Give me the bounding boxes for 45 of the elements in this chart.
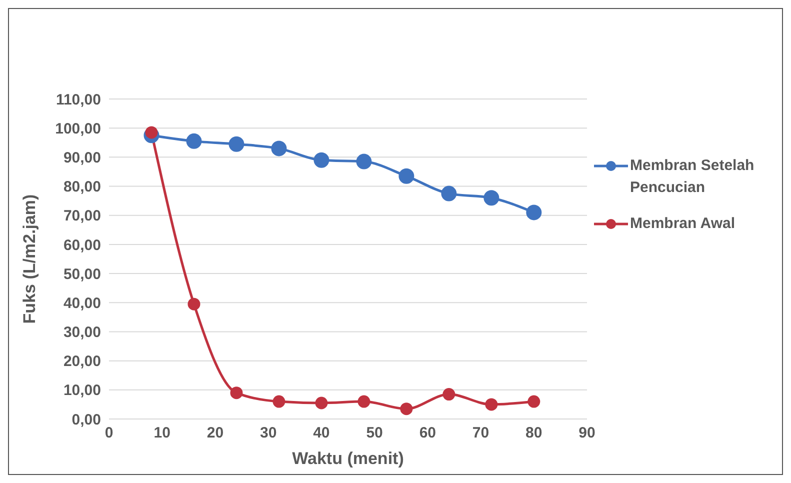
- point: [484, 190, 500, 206]
- point: [358, 395, 370, 408]
- point: [230, 386, 243, 400]
- point: [398, 168, 414, 184]
- legend-label: Membran Setelah Pencucian: [630, 156, 756, 198]
- y-tick-label: 20,00: [63, 353, 101, 370]
- point: [186, 133, 202, 149]
- x-tick-label: 0: [104, 424, 114, 442]
- point: [315, 396, 328, 410]
- point: [441, 186, 457, 202]
- point: [188, 298, 200, 310]
- x-tick-label: 50: [366, 424, 383, 442]
- x-tick-label: 90: [578, 424, 596, 442]
- point: [314, 152, 330, 168]
- x-tick-label: 10: [154, 424, 170, 442]
- point: [272, 395, 286, 408]
- y-tick-label: 80,00: [63, 178, 101, 196]
- y-tick-label: 110,00: [56, 91, 101, 108]
- point: [228, 136, 244, 152]
- y-tick-label: 0,00: [72, 411, 101, 428]
- point: [485, 398, 498, 411]
- y-tick-label: 100,00: [55, 120, 101, 138]
- point: [442, 388, 456, 401]
- point: [271, 140, 287, 156]
- x-tick-label: 70: [472, 424, 490, 442]
- y-axis-title: Fuks (L/m2.jam): [20, 194, 40, 324]
- x-tick-label: 40: [313, 424, 330, 442]
- legend-label: Membran Awal: [630, 214, 736, 234]
- y-tick-label: 90,00: [63, 150, 101, 167]
- y-tick-label: 60,00: [63, 236, 101, 254]
- y-tick-label: 10,00: [63, 382, 101, 400]
- y-tick-label: 40,00: [63, 294, 101, 312]
- y-tick-label: 50,00: [63, 266, 101, 283]
- x-tick-label: 80: [526, 424, 542, 442]
- point: [356, 154, 372, 170]
- point: [526, 204, 542, 220]
- x-tick-label: 60: [419, 424, 436, 442]
- point: [145, 126, 158, 139]
- x-tick-label: 20: [206, 424, 224, 442]
- y-tick-label: 70,00: [63, 208, 101, 225]
- point: [400, 402, 413, 416]
- y-tick-label: 30,00: [63, 324, 101, 342]
- point: [528, 395, 540, 408]
- x-axis-title: Waktu (menit): [292, 449, 404, 468]
- x-tick-label: 30: [260, 424, 277, 442]
